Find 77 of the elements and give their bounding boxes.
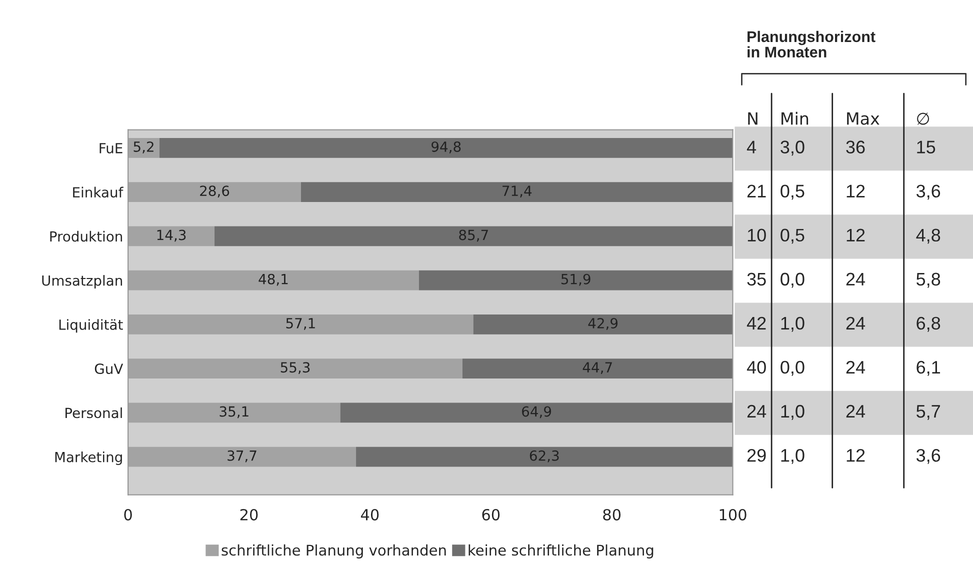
data-label: 57,1 [286,318,315,330]
x-tick-label: 0 [124,508,132,520]
y-tick-label: Liquidität [59,319,123,333]
text: 24 [846,272,866,286]
bar [418,270,733,290]
data-label: 44,7 [582,362,612,374]
text: 3,6 [916,448,940,464]
category-label: Max [847,112,880,125]
text: 42 [746,316,766,330]
data-label: 42,9 [588,318,618,330]
text: 24 [846,360,866,374]
data-label: 14,3 [157,230,186,242]
text: 40 [746,360,766,374]
data-label: 94,8 [432,141,461,154]
text: 0,0 [780,360,804,376]
bar [340,402,733,423]
text: 6,1 [916,360,940,376]
text: 6,8 [916,316,940,332]
data-label: 35,1 [220,406,248,418]
x-tick-label: 40 [360,508,379,520]
data-label: 5,2 [134,141,154,154]
text: 1,0 [781,316,804,332]
bar [300,182,733,202]
category-label: N [748,112,758,125]
data-label: 55,3 [280,362,310,374]
y-tick-label: Umsatzplan [42,275,122,288]
data-label: 62,3 [530,450,559,462]
text: 1,0 [781,404,804,420]
text: 0,5 [780,228,804,244]
text: 12 [846,448,865,462]
data-label: 85,7 [459,230,488,242]
text: 12 [846,228,865,242]
text: 24 [846,404,866,418]
y-tick-label: Einkauf [73,186,124,198]
x-tick-label: 100 [720,508,746,520]
text: 15 [917,140,936,154]
category-label: Min [782,112,808,125]
x-tick-label: 60 [482,508,500,520]
y-tick-label: Marketing [55,452,122,465]
x-tick-label: 20 [240,508,258,520]
data-label: 71,4 [502,186,532,198]
data-label: 51,9 [561,274,590,286]
text: 29 [747,448,766,462]
data-label: 48,1 [258,274,288,286]
legend-label: schriftliche Planung vorhanden [222,544,446,559]
y-tick-label: GuV [94,364,124,374]
text: 5,8 [916,272,940,288]
y-tick-label: Produktion [50,230,122,242]
y-tick-label: FuE [100,143,122,154]
data-label: 64,9 [522,406,552,418]
text: 1,0 [781,448,804,464]
text: 36 [846,140,865,154]
text: 4 [746,140,756,154]
text: 21 [747,184,766,198]
y-tick-label: Personal [66,407,122,418]
text: 0,5 [780,184,804,200]
category-label: ∅ [917,112,930,125]
bar [473,314,733,334]
x-tick-label: 80 [603,508,621,520]
text: 3,0 [780,140,804,156]
text: 35 [747,272,766,286]
text: 24 [846,316,866,330]
text: 24 [747,404,766,418]
text: 5,7 [916,405,940,420]
bar [356,446,733,467]
bar [462,358,733,379]
text: Planungshorizont in Monaten [748,30,876,58]
legend-label: keine schriftliche Planung [468,544,654,559]
data-label: 28,6 [200,186,230,198]
text: 10 [748,228,766,242]
text: 0,0 [780,272,804,288]
bar [159,138,733,158]
data-label: 37,7 [228,450,256,462]
text: 12 [846,184,865,198]
text: 3,6 [916,184,940,200]
bar [214,226,733,246]
text: 4,8 [916,228,940,244]
